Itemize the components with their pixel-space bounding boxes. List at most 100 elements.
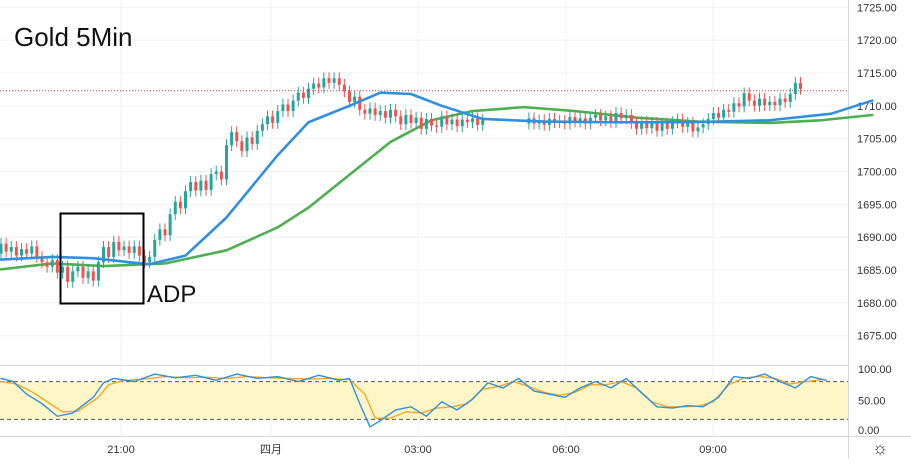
price-tick-label: 1705.00 <box>857 134 897 146</box>
candle-body <box>430 118 433 126</box>
candle-body <box>588 117 592 124</box>
price-tick-label: 1675.00 <box>857 331 897 343</box>
candle-body <box>230 132 234 146</box>
candle-body <box>624 115 628 119</box>
candle-body <box>635 122 638 129</box>
candle-body <box>614 113 618 123</box>
candle-body <box>460 119 464 127</box>
chart-title: Gold 5Min <box>14 22 133 52</box>
candle-body <box>148 256 152 263</box>
candle-body <box>327 78 331 83</box>
candle-body <box>214 171 218 175</box>
candle-body <box>445 116 449 125</box>
candle-body <box>76 266 80 272</box>
candle-body <box>225 145 228 180</box>
candle-body <box>476 118 480 125</box>
candle-body <box>711 113 715 119</box>
candle-body <box>291 100 295 112</box>
candle-body <box>609 116 613 123</box>
candle-body <box>301 92 305 98</box>
candle-body <box>701 124 705 128</box>
candle-body <box>788 93 792 102</box>
candle-body <box>132 246 136 253</box>
fast-moving-average <box>0 91 874 266</box>
candle-body <box>404 115 408 125</box>
candle-body <box>235 132 239 142</box>
candle-body <box>717 113 720 118</box>
price-tick-label: 1685.00 <box>857 265 897 277</box>
candle-body <box>307 88 310 98</box>
candle-body <box>30 246 34 254</box>
candle-body <box>342 84 346 92</box>
candle-body <box>358 96 362 110</box>
adp-annotation: ADP <box>147 281 196 308</box>
candle-body <box>35 246 39 257</box>
candle-body <box>424 118 428 129</box>
candle-body <box>91 271 95 281</box>
price-tick-label: 1710.00 <box>857 101 897 113</box>
candle-body <box>40 256 44 263</box>
candle-body <box>45 262 49 267</box>
candle-body <box>20 249 23 256</box>
candle-body <box>783 98 787 102</box>
candle-body <box>9 247 13 252</box>
stochastic-tick-label: 100.00 <box>858 364 892 376</box>
candle-body <box>655 122 659 131</box>
candle-body <box>245 137 249 152</box>
adp-highlight-box <box>59 212 145 305</box>
candle-body <box>389 109 392 118</box>
candle-body <box>696 127 700 132</box>
stochastic-band <box>0 381 848 420</box>
candle-body <box>317 83 321 88</box>
candle-body <box>399 116 403 125</box>
candle-body <box>722 109 726 118</box>
candle-body <box>127 246 131 253</box>
candle-body <box>199 180 203 191</box>
price-tick-label: 1720.00 <box>857 35 897 47</box>
candle-body <box>137 246 141 256</box>
candle-body <box>481 119 485 125</box>
candle-body <box>81 266 85 278</box>
candle-body <box>353 96 357 102</box>
candle-body <box>260 124 264 131</box>
candle-body <box>752 100 756 106</box>
candle-body <box>732 103 736 112</box>
candle-body <box>281 104 285 112</box>
candle-body <box>778 98 782 106</box>
price-tick-label: 1700.00 <box>857 167 897 179</box>
candle-body <box>619 113 623 119</box>
candle-body <box>107 247 111 257</box>
candle-body <box>4 243 8 252</box>
candle-body <box>368 108 372 114</box>
candle-body <box>578 118 582 122</box>
candle-body <box>737 103 741 107</box>
candle-body <box>742 93 746 107</box>
candle-body <box>645 122 649 129</box>
candle-body <box>629 115 633 123</box>
candle-body <box>266 116 269 125</box>
candle-body <box>450 119 454 125</box>
candle-body <box>71 271 75 282</box>
candle-body <box>189 182 193 192</box>
candle-body <box>440 116 444 127</box>
candle-body <box>61 266 64 273</box>
time-tick-label: 21:00 <box>107 444 135 456</box>
candle-body <box>471 118 474 123</box>
candle-body <box>240 141 244 152</box>
candle-body <box>86 271 90 278</box>
candle-body <box>337 78 341 85</box>
candle-body <box>383 111 387 118</box>
settings-button[interactable]: ☼ <box>869 437 891 459</box>
candle-body <box>793 82 797 94</box>
candle-body <box>409 115 413 123</box>
candles-group <box>0 72 802 288</box>
candle-body <box>348 91 351 102</box>
price-tick-label: 1715.00 <box>857 68 897 80</box>
candle-body <box>758 98 761 106</box>
candle-body <box>117 241 121 251</box>
candle-body <box>419 117 423 129</box>
candle-body <box>455 119 459 127</box>
time-tick-label: 06:00 <box>552 444 580 456</box>
candle-body <box>153 239 157 257</box>
